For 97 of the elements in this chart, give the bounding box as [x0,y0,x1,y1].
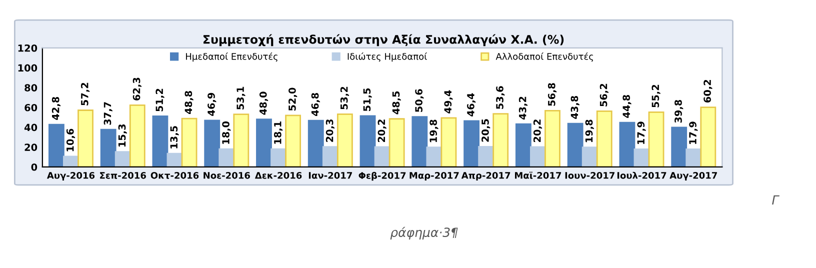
bar [426,146,442,167]
bar [233,114,250,167]
legend-label: Αλλοδαποί Επενδυτές [496,52,594,62]
bar [582,146,598,167]
data-label: 60,2 [704,80,712,102]
data-label: 10,6 [66,128,76,152]
data-label: 48,8 [184,91,194,114]
data-label: 62,3 [132,78,142,100]
bar [388,118,405,167]
data-label: 43,2 [518,96,528,120]
bar [464,120,480,167]
data-label: 17,9 [689,122,698,144]
y-tick-label: 20 [24,144,38,151]
data-label: 48,0 [259,92,268,115]
data-label: 49,4 [444,90,453,114]
data-label: 46,8 [311,93,320,116]
bar [285,114,302,167]
bar [114,151,131,167]
x-tick-label: Φεβ-2017 [358,172,406,181]
data-label: 56,8 [548,83,557,106]
x-tick-label: Δεκ-2016 [254,172,302,179]
data-label: 53,1 [236,86,246,110]
x-tick-label: Μαϊ-2017 [515,172,562,179]
data-label: 20,5 [482,119,490,142]
data-label: 19,8 [430,120,438,142]
y-tick-label: 80 [24,84,38,92]
data-label: 43,8 [570,96,580,119]
bar [322,146,338,167]
data-label: 19,8 [585,120,594,142]
x-tick-label: Αυγ-2017 [670,172,717,181]
x-tick-label: Ιουλ-2017 [617,172,666,179]
data-label: 44,8 [622,94,632,118]
data-label: 57,2 [80,82,90,106]
bar [152,116,168,167]
data-label: 20,2 [533,120,542,142]
bar [671,126,688,167]
data-label: 13,5 [170,126,179,148]
x-tick-label: Οκτ-2016 [150,172,199,179]
data-label: 46,9 [208,92,216,116]
bar [129,104,146,167]
bar [567,122,584,167]
bar [336,114,353,167]
data-label: 48,5 [392,91,401,114]
chart-title: Συμμετοχή επενδυτών στην Αξία Συναλλαγών Χ.Α. (%) [204,34,564,46]
legend-label: Ημεδαποί Επενδυτές [186,52,278,62]
y-tick-label: 120 [18,44,38,52]
y-tick-label: 60 [24,104,38,112]
bar [181,118,198,167]
x-tick-label: Σεπ-2016 [100,172,146,179]
bar [619,122,636,167]
bar [48,124,64,167]
bar [78,110,94,167]
bar [204,120,220,167]
y-tick-label: 40 [24,124,38,132]
data-label: 46,4 [467,93,476,116]
bar [360,115,376,167]
data-label: 37,7 [104,102,112,125]
data-label: 20,2 [378,120,386,142]
bar [648,112,664,167]
x-tick-label: Ιουν-2017 [565,172,614,179]
bar [100,128,116,167]
data-label: 15,3 [118,124,127,147]
y-tick-label: 0 [31,163,38,171]
bar [544,110,560,167]
text: ράφημα·3¶ [390,226,458,240]
x-tick-label: Αυγ-2016 [46,172,95,181]
text: Γ [772,195,780,204]
data-label: 55,2 [652,84,660,108]
data-label: 51,2 [156,88,164,112]
bar [412,116,428,167]
data-label: 39,8 [674,100,684,123]
bar [515,123,532,167]
data-label: 42,8 [52,96,61,120]
bar [308,120,324,167]
bar [440,117,457,167]
bar [256,118,272,167]
x-tick-label: Νοε-2016 [204,172,250,179]
data-label: 53,2 [340,86,349,110]
legend-label: Ιδιώτες Ημεδαποί [348,52,427,62]
data-label: 53,6 [496,86,505,109]
bar [492,113,509,167]
x-tick-label: Μαρ-2017 [410,172,459,181]
bar [700,106,716,167]
data-label: 17,9 [637,122,646,144]
y-tick-label: 100 [18,64,38,72]
data-label: 18,0 [222,121,231,144]
x-tick-label: Ιαν-2017 [308,172,352,179]
data-label: 50,6 [415,89,424,112]
x-tick-label: Απρ-2017 [461,172,510,181]
bar [530,146,546,167]
data-label: 56,2 [600,84,608,106]
bar [596,110,612,167]
data-label: 52,0 [288,88,298,110]
bar [374,146,390,167]
data-label: 20,3 [326,119,334,142]
data-label: 18,1 [274,122,283,144]
data-label: 51,5 [363,88,372,111]
